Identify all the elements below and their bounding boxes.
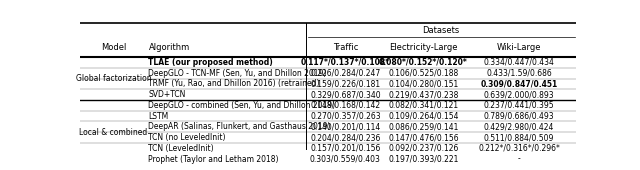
Text: 0.429/2.980/0.424: 0.429/2.980/0.424 — [484, 122, 554, 131]
Text: 0.204/0.284/0.236: 0.204/0.284/0.236 — [310, 133, 381, 142]
Text: 0.329/0.687/0.340: 0.329/0.687/0.340 — [310, 90, 381, 99]
Text: 0.104/0.280/0.151: 0.104/0.280/0.151 — [388, 79, 459, 88]
Text: 0.303/0.559/0.403: 0.303/0.559/0.403 — [310, 155, 381, 164]
Text: 0.219/0.437/0.238: 0.219/0.437/0.238 — [388, 90, 459, 99]
Text: 0.147/0.476/0.156: 0.147/0.476/0.156 — [388, 133, 459, 142]
Text: TCN (LeveledInit): TCN (LeveledInit) — [148, 144, 214, 153]
Text: 0.433/1.59/0.686: 0.433/1.59/0.686 — [486, 69, 552, 78]
Text: Global factorization: Global factorization — [76, 74, 151, 83]
Text: 0.106/0.525/0.188: 0.106/0.525/0.188 — [388, 69, 459, 78]
Text: Electricity-Large: Electricity-Large — [389, 43, 458, 52]
Text: 0.226/0.284/0.247: 0.226/0.284/0.247 — [310, 69, 381, 78]
Text: 0.140/0.201/0.114: 0.140/0.201/0.114 — [310, 122, 381, 131]
Text: 0.117*/0.137*/0.108*: 0.117*/0.137*/0.108* — [301, 58, 390, 67]
Text: 0.789/0.686/0.493: 0.789/0.686/0.493 — [484, 112, 554, 121]
Text: DeepAR (Salinas, Flunkert, and Gasthaus 2019): DeepAR (Salinas, Flunkert, and Gasthaus … — [148, 122, 331, 131]
Text: 0.082/0.341/0.121: 0.082/0.341/0.121 — [388, 101, 458, 110]
Text: TRMF (Yu, Rao, and Dhillon 2016) (retrained): TRMF (Yu, Rao, and Dhillon 2016) (retrai… — [148, 79, 320, 88]
Text: 0.639/2.000/0.893: 0.639/2.000/0.893 — [484, 90, 554, 99]
Text: 0.157/0.201/0.156: 0.157/0.201/0.156 — [310, 144, 381, 153]
Text: 0.080*/0.152*/0.120*: 0.080*/0.152*/0.120* — [379, 58, 468, 67]
Text: 0.148/0.168/0.142: 0.148/0.168/0.142 — [310, 101, 380, 110]
Text: TLAE (our proposed method): TLAE (our proposed method) — [148, 58, 273, 67]
Text: LSTM: LSTM — [148, 112, 169, 121]
Text: 0.511/0.884/0.509: 0.511/0.884/0.509 — [484, 133, 554, 142]
Text: DeepGLO - combined (Sen, Yu, and Dhillon 2019): DeepGLO - combined (Sen, Yu, and Dhillon… — [148, 101, 335, 110]
Text: TCN (no LeveledInit): TCN (no LeveledInit) — [148, 133, 226, 142]
Text: 0.309/0.847/0.451: 0.309/0.847/0.451 — [481, 79, 557, 88]
Text: 0.092/0.237/0.126: 0.092/0.237/0.126 — [388, 144, 459, 153]
Text: Algorithm: Algorithm — [148, 43, 189, 52]
Text: 0.109/0.264/0.154: 0.109/0.264/0.154 — [388, 112, 459, 121]
Text: 0.237/0.441/0.395: 0.237/0.441/0.395 — [484, 101, 554, 110]
Text: 0.212*/0.316*/0.296*: 0.212*/0.316*/0.296* — [478, 144, 560, 153]
Text: 0.159/0.226/0.181: 0.159/0.226/0.181 — [310, 79, 380, 88]
Text: 0.334/0.447/0.434: 0.334/0.447/0.434 — [484, 58, 554, 67]
Text: 0.197/0.393/0.221: 0.197/0.393/0.221 — [388, 155, 459, 164]
Text: DeepGLO - TCN-MF (Sen, Yu, and Dhillon 2019): DeepGLO - TCN-MF (Sen, Yu, and Dhillon 2… — [148, 69, 327, 78]
Text: Local & combined: Local & combined — [79, 128, 148, 137]
Text: Traffic: Traffic — [333, 43, 358, 52]
Text: SVD+TCN: SVD+TCN — [148, 90, 186, 99]
Text: Wiki-Large: Wiki-Large — [497, 43, 541, 52]
Text: Model: Model — [100, 43, 126, 52]
Text: Prophet (Taylor and Letham 2018): Prophet (Taylor and Letham 2018) — [148, 155, 279, 164]
Text: 0.270/0.357/0.263: 0.270/0.357/0.263 — [310, 112, 381, 121]
Text: 0.086/0.259/0.141: 0.086/0.259/0.141 — [388, 122, 459, 131]
Text: Datasets: Datasets — [422, 26, 460, 35]
Text: -: - — [518, 155, 520, 164]
